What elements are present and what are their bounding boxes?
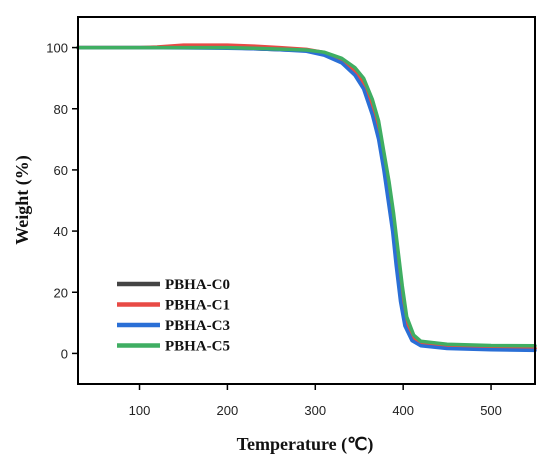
y-tick-label: 20 (54, 285, 68, 300)
y-axis-label: Weight (%) (12, 155, 33, 245)
y-tick-label: 40 (54, 224, 68, 239)
x-tick-label: 100 (129, 403, 151, 418)
series-line-pbha-c5 (76, 45, 537, 348)
x-tick-label: 400 (392, 403, 414, 418)
legend-label: PBHA-C3 (165, 318, 230, 334)
plot-frame (77, 16, 536, 385)
y-tick-label: 0 (61, 346, 68, 361)
x-tick-label: 200 (217, 403, 239, 418)
legend-label: PBHA-C0 (165, 277, 230, 293)
legend-label: PBHA-C1 (165, 298, 230, 314)
legend-label: PBHA-C5 (165, 339, 230, 355)
legend: PBHA-C0 PBHA-C1 PBHA-C3 PBHA-C5 (117, 277, 230, 355)
y-tick-label: 80 (54, 102, 68, 117)
y-tick-label: 100 (46, 41, 68, 56)
x-axis-label: Temperature (℃) (237, 434, 374, 455)
y-tick-label: 60 (54, 163, 68, 178)
ticks-layer: 100 200 300 400 500 0 20 40 60 80 100 (46, 41, 502, 418)
x-tick-label: 300 (304, 403, 326, 418)
x-tick-label: 500 (480, 403, 502, 418)
series-layer (76, 43, 537, 353)
